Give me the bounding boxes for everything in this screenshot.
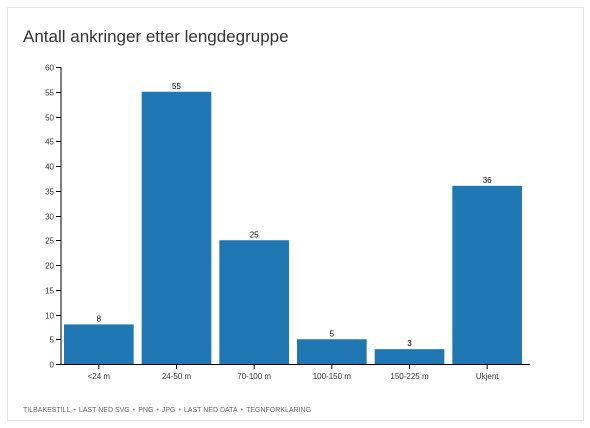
bar[interactable] [141,91,212,364]
x-tick-label: <24 m [88,372,111,381]
x-tick-label: 70-100 m [237,372,271,381]
y-tick-label: 25 [45,237,54,246]
y-tick-label: 30 [45,213,54,222]
y-tick-label: 0 [50,361,55,370]
separator: • [178,407,181,414]
y-tick-label: 40 [45,163,54,172]
bar[interactable] [297,339,367,364]
y-tick-label: 35 [45,188,54,197]
x-tick-label: Ukjent [476,372,499,381]
y-tick-label: 60 [45,64,54,73]
download-png-link[interactable]: PNG [138,407,154,414]
bar[interactable] [219,240,289,364]
y-tick-label: 20 [45,262,54,271]
y-tick-label: 10 [45,312,54,321]
chart-actions: TILBAKESTILL • LAST NED SVG • PNG • JPG • LAST N… [23,407,311,414]
bar-data-label: 36 [483,176,492,185]
separator: • [156,407,159,414]
legend-link[interactable]: TEGNFORKLARING [246,407,312,414]
separator: • [73,407,76,414]
download-jpg-link[interactable]: JPG [161,407,176,414]
download-data-link[interactable]: LAST NED DATA [183,407,238,414]
download-svg-link[interactable]: LAST NED SVG [78,407,130,414]
x-tick-label: 24-50 m [162,372,192,381]
y-tick-label: 50 [45,114,54,123]
separator: • [132,407,136,414]
y-tick-label: 15 [45,287,54,296]
reset-link[interactable]: TILBAKESTILL [23,407,71,414]
bar-data-label: 5 [330,329,335,338]
bar-data-label: 3 [407,339,412,348]
bar-data-label: 25 [250,230,259,239]
bar[interactable] [64,324,134,364]
bar[interactable] [374,349,445,364]
y-tick-label: 45 [45,138,54,147]
x-tick-label: 100-150 m [313,372,352,381]
y-tick-label: 55 [45,89,54,98]
bar-data-label: 8 [97,314,102,323]
bar[interactable] [452,185,522,364]
bar-data-label: 55 [172,82,181,91]
x-tick-label: 150-225 m [390,372,429,381]
chart-title: Antall ankringer etter lengdegruppe [23,27,289,46]
y-tick-label: 5 [50,336,55,345]
separator: • [240,407,244,414]
